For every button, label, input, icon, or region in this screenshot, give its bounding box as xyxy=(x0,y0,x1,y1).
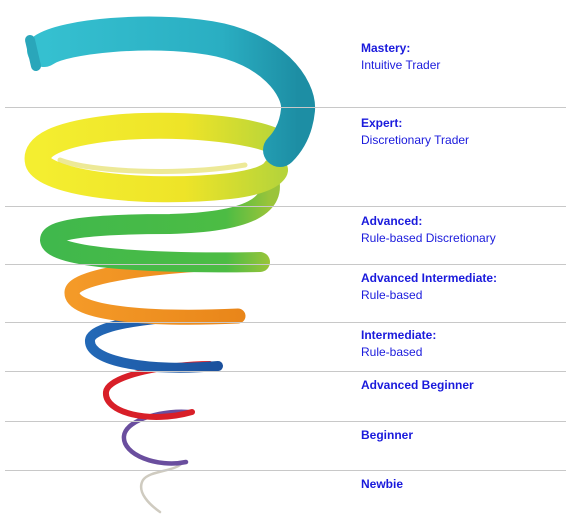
level-name: Beginner xyxy=(361,428,414,442)
spiral-segment-mastery xyxy=(27,16,316,167)
level-divider xyxy=(5,371,566,372)
level-divider xyxy=(5,470,566,471)
level-name: Advanced Intermediate: xyxy=(361,271,498,285)
level-intermediate: Intermediate: Rule-based xyxy=(361,327,561,361)
level-description: Rule-based Discretionary xyxy=(361,231,496,245)
spiral-segment-beginner xyxy=(121,409,191,466)
level-mastery: Mastery: Intuitive Trader xyxy=(361,40,561,74)
level-beginner: Beginner xyxy=(361,427,561,444)
level-name: Expert: xyxy=(361,116,403,130)
level-description: Intuitive Trader xyxy=(361,58,441,72)
level-name: Advanced Beginner xyxy=(361,378,474,392)
level-name: Advanced: xyxy=(361,214,423,228)
level-name: Intermediate: xyxy=(361,328,437,342)
spiral-segment-newbie xyxy=(140,460,185,514)
level-description: Rule-based xyxy=(361,345,423,359)
level-newbie: Newbie xyxy=(361,476,561,493)
level-name: Mastery: xyxy=(361,41,411,55)
spiral-segment-advanced xyxy=(39,166,280,273)
level-description: Discretionary Trader xyxy=(361,133,470,147)
level-advanced: Advanced: Rule-based Discretionary xyxy=(361,213,561,247)
level-expert: Expert: Discretionary Trader xyxy=(361,115,561,149)
level-advanced-intermediate: Advanced Intermediate: Rule-based xyxy=(361,270,561,304)
spiral-segment-mastery-cap xyxy=(25,35,41,71)
level-divider xyxy=(5,107,566,108)
level-advanced-beginner: Advanced Beginner xyxy=(361,377,561,394)
level-divider xyxy=(5,322,566,323)
level-description: Rule-based xyxy=(361,288,423,302)
level-divider xyxy=(5,206,566,207)
level-name: Newbie xyxy=(361,477,404,491)
level-divider xyxy=(5,264,566,265)
level-divider xyxy=(5,421,566,422)
spiral-segment-expert-shade xyxy=(57,157,248,174)
spiral-segment-expert xyxy=(24,112,295,203)
